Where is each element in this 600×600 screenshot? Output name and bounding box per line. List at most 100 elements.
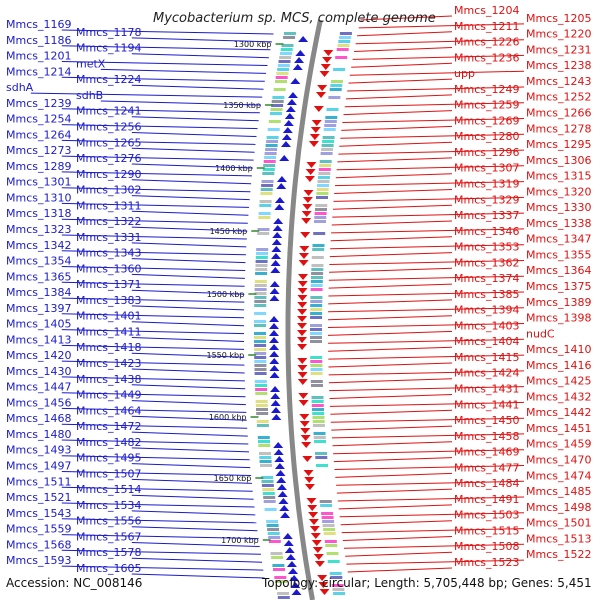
reverse-gene-arrow bbox=[308, 519, 319, 525]
gene-label: Mmcs_1243 bbox=[526, 75, 591, 88]
reverse-cog-band bbox=[317, 180, 330, 183]
gene-leader-line bbox=[339, 512, 525, 518]
gene-label: Mmcs_1186 bbox=[6, 34, 71, 47]
gene-leader-line bbox=[332, 212, 525, 218]
forward-gene-arrow bbox=[271, 246, 282, 252]
reverse-gene-arrow bbox=[299, 421, 310, 427]
reverse-cog-band bbox=[319, 160, 332, 163]
gene-leader-line bbox=[131, 352, 245, 358]
forward-cog-band bbox=[281, 44, 294, 47]
forward-gene-arrow bbox=[270, 253, 281, 259]
gene-label: Mmcs_1556 bbox=[76, 515, 141, 528]
reverse-gene-arrow bbox=[305, 169, 316, 175]
gene-label: Mmcs_1249 bbox=[454, 83, 519, 96]
gene-label: Mmcs_1515 bbox=[454, 525, 519, 538]
reverse-cog-band bbox=[310, 288, 323, 291]
forward-cog-band bbox=[277, 68, 290, 71]
reverse-cog-band bbox=[310, 356, 323, 359]
gene-label: Mmcs_1231 bbox=[526, 43, 591, 56]
forward-gene-arrow bbox=[286, 561, 297, 567]
forward-cog-band bbox=[254, 304, 267, 307]
gene-label: Mmcs_1432 bbox=[526, 390, 591, 403]
gene-leader-line bbox=[61, 392, 246, 398]
forward-cog-band bbox=[275, 80, 287, 83]
gene-leader-line bbox=[131, 478, 252, 484]
gene-label: Mmcs_1256 bbox=[76, 121, 141, 134]
reverse-cog-band bbox=[318, 168, 331, 171]
gene-label: Mmcs_1353 bbox=[454, 241, 519, 254]
reverse-cog-band bbox=[324, 120, 337, 123]
gene-leader-line bbox=[61, 502, 255, 508]
forward-gene-arrow bbox=[269, 316, 280, 322]
forward-cog-band bbox=[254, 332, 266, 335]
gene-leader-line bbox=[343, 543, 525, 549]
forward-gene-arrow bbox=[269, 330, 279, 336]
gene-leader-line bbox=[337, 496, 525, 502]
gene-label: Mmcs_1449 bbox=[76, 389, 141, 402]
gene-leader-line bbox=[61, 471, 252, 476]
gene-label: Mmcs_1559 bbox=[6, 523, 71, 536]
gene-label: Mmcs_1493 bbox=[6, 444, 71, 457]
gene-label: Mmcs_1420 bbox=[6, 349, 71, 362]
gene-label: Mmcs_1405 bbox=[6, 318, 71, 331]
reverse-cog-band bbox=[314, 216, 327, 219]
forward-cog-band bbox=[283, 36, 296, 39]
gene-leader-line bbox=[30, 92, 263, 98]
forward-cog-band bbox=[256, 408, 268, 411]
gene-label: Mmcs_1410 bbox=[526, 343, 591, 356]
reverse-cog-band bbox=[331, 80, 343, 83]
gene-label: Mmcs_1593 bbox=[6, 554, 71, 567]
gene-label: Mmcs_1543 bbox=[6, 507, 71, 520]
forward-cog-band bbox=[257, 436, 270, 439]
forward-gene-arrow bbox=[284, 547, 295, 553]
gene-leader-line bbox=[131, 494, 254, 500]
reverse-cog-band bbox=[315, 208, 327, 211]
reverse-cog-band bbox=[310, 372, 323, 375]
gene-leader-line bbox=[131, 116, 259, 122]
gene-label: Mmcs_1338 bbox=[526, 217, 591, 230]
forward-cog-band bbox=[264, 156, 277, 159]
reverse-cog-band bbox=[311, 396, 324, 399]
gene-label: sdhB bbox=[76, 89, 103, 102]
gene-label: Mmcs_1269 bbox=[454, 114, 519, 127]
forward-gene-arrow bbox=[270, 260, 281, 266]
gene-label: Mmcs_1469 bbox=[454, 446, 519, 459]
reverse-cog-band bbox=[313, 436, 326, 439]
reverse-cog-band bbox=[336, 48, 349, 51]
forward-gene-arrow bbox=[269, 281, 280, 287]
reverse-gene-arrow bbox=[322, 57, 333, 63]
forward-gene-arrow bbox=[288, 568, 299, 574]
forward-cog-band bbox=[266, 520, 279, 523]
forward-cog-band bbox=[254, 348, 267, 351]
gene-leader-line bbox=[61, 281, 245, 287]
reverse-cog-band bbox=[329, 572, 342, 575]
reverse-cog-band bbox=[322, 520, 335, 523]
reverse-cog-band bbox=[335, 56, 348, 59]
forward-cog-band bbox=[254, 320, 266, 323]
reverse-cog-band bbox=[314, 212, 327, 215]
reverse-cog-band bbox=[317, 184, 330, 187]
forward-cog-band bbox=[254, 380, 267, 383]
gene-leader-line bbox=[61, 218, 248, 224]
reverse-gene-arrow bbox=[304, 484, 315, 490]
gene-label: Mmcs_1318 bbox=[6, 207, 71, 220]
gene-label: Mmcs_1238 bbox=[526, 59, 591, 72]
reverse-cog-band bbox=[310, 300, 323, 303]
forward-cog-band bbox=[268, 536, 281, 539]
forward-cog-band bbox=[255, 388, 268, 391]
forward-cog-band bbox=[254, 312, 267, 315]
gene-label: Mmcs_1383 bbox=[76, 294, 141, 307]
gene-leader-line bbox=[61, 202, 250, 208]
forward-cog-band bbox=[266, 136, 279, 139]
gene-label: Mmcs_1389 bbox=[526, 296, 591, 309]
reverse-gene-arrow bbox=[297, 365, 308, 371]
gene-label: Mmcs_1508 bbox=[454, 540, 519, 553]
gene-label: Mmcs_1567 bbox=[76, 531, 141, 544]
gene-leader-line bbox=[61, 423, 248, 429]
reverse-cog-band bbox=[310, 304, 323, 307]
reverse-gene-arrow bbox=[302, 197, 313, 203]
reverse-cog-band bbox=[318, 172, 331, 175]
gene-label: Mmcs_1295 bbox=[526, 138, 591, 151]
gene-leader-line bbox=[61, 486, 253, 492]
gene-leader-line bbox=[61, 124, 258, 130]
